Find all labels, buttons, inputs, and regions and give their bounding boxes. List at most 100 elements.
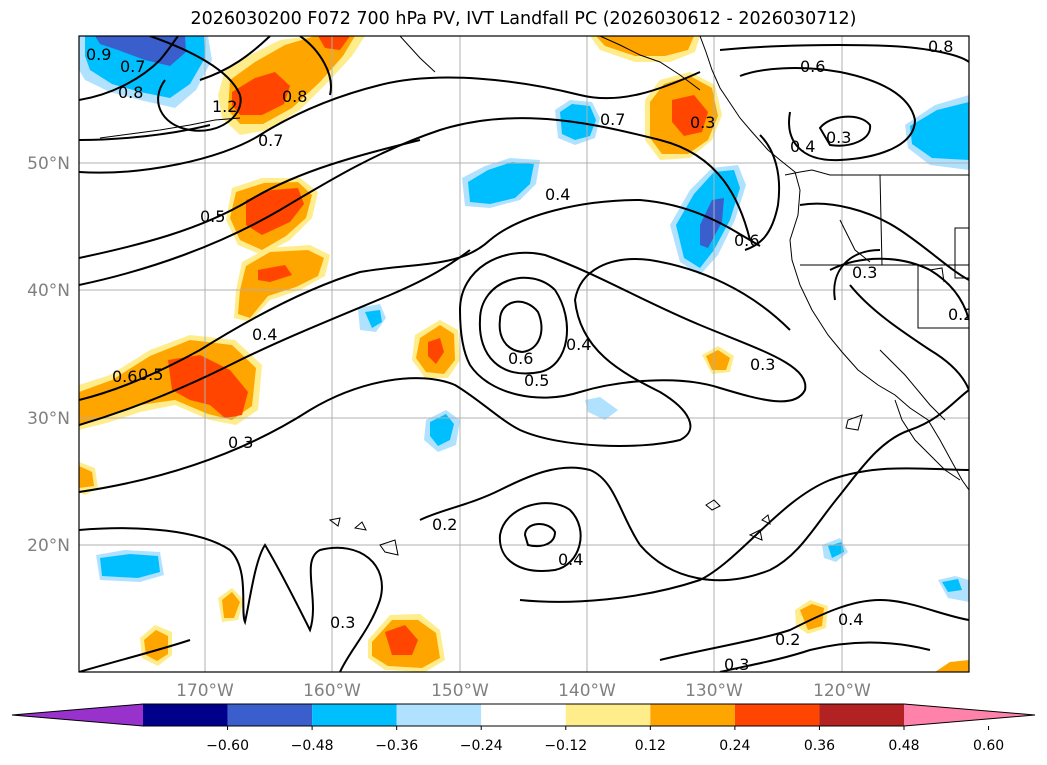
colorbar-swatch bbox=[481, 704, 566, 726]
pv-contour bbox=[79, 36, 179, 101]
pv-contour bbox=[498, 502, 582, 572]
positive-anomaly-region bbox=[428, 338, 444, 364]
contour-label: 0.3 bbox=[750, 355, 775, 374]
negative-anomaly-region bbox=[585, 397, 618, 420]
colorbar-swatch bbox=[227, 704, 313, 726]
contour-label: 0.7 bbox=[258, 131, 283, 150]
contour-label: 0.9 bbox=[86, 45, 111, 64]
contour-label: 0.3 bbox=[690, 113, 715, 132]
contour-label: 0.8 bbox=[282, 87, 307, 106]
pv-contour bbox=[829, 257, 969, 321]
contour-label: 0.5 bbox=[524, 371, 549, 390]
positive-anomaly-region bbox=[800, 604, 824, 630]
contour-label: 0.3 bbox=[826, 128, 851, 147]
pv-contour bbox=[478, 276, 568, 375]
colorbar-swatch bbox=[312, 704, 397, 726]
negative-anomaly-region bbox=[95, 36, 186, 66]
pv-contour bbox=[659, 598, 969, 661]
colorbar: −0.60 −0.48 −0.36 −0.24 −0.12 0.12 0.24 0.36 0.4… bbox=[11, 703, 1036, 754]
contour-label: 0.7 bbox=[120, 57, 145, 76]
contour-labels: 0.7 0.8 0.9 1.2 0.8 0.7 0.5 0.4 0.6 0.5 … bbox=[86, 37, 973, 674]
negative-anomaly-region bbox=[430, 414, 454, 446]
map-content: 0.7 0.8 0.9 1.2 0.8 0.7 0.5 0.4 0.6 0.5 … bbox=[79, 36, 973, 674]
colorbar-swatch bbox=[904, 704, 1035, 726]
positive-anomaly-region bbox=[935, 660, 969, 672]
contour-label: 0.4 bbox=[790, 137, 815, 156]
positive-anomaly-region bbox=[238, 250, 324, 318]
pv-contour bbox=[833, 249, 881, 301]
longitude-labels: 170°W 160°W 150°W 140°W 130°W 120°W bbox=[176, 681, 871, 701]
positive-anomaly-region bbox=[596, 36, 694, 56]
colorbar-segments bbox=[12, 704, 1035, 726]
pv-contour bbox=[299, 36, 332, 96]
pv-contour bbox=[79, 117, 751, 286]
lon-label-160w: 160°W bbox=[303, 681, 361, 701]
pv-contour bbox=[419, 389, 969, 582]
positive-anomaly-region bbox=[222, 592, 240, 618]
positive-anomaly-region bbox=[385, 625, 418, 655]
colorbar-swatch bbox=[734, 704, 820, 726]
pv-contour bbox=[79, 198, 761, 401]
negative-anomaly-region bbox=[942, 579, 962, 592]
grid-lines bbox=[79, 36, 969, 672]
colorbar-tick-label: −0.12 bbox=[544, 738, 587, 754]
colorbar-swatch bbox=[396, 704, 482, 726]
colorbar-tick-label: −0.24 bbox=[460, 738, 503, 754]
latitude-labels: 50°N 40°N 30°N 20°N bbox=[27, 154, 70, 556]
lon-label-150w: 150°W bbox=[431, 681, 489, 701]
lon-label-120w: 120°W bbox=[813, 681, 871, 701]
positive-anomaly-region bbox=[318, 36, 350, 50]
pv-contour bbox=[498, 300, 543, 354]
map-title: 2026030200 F072 700 hPa PV, IVT Landfall… bbox=[190, 9, 857, 29]
positive-anomaly-region bbox=[258, 265, 292, 282]
colorbar-outline bbox=[11, 703, 1036, 727]
pv-contour bbox=[79, 258, 791, 493]
pv-contour bbox=[849, 284, 969, 391]
contour-label: 0.4 bbox=[566, 335, 591, 354]
lon-label-140w: 140°W bbox=[558, 681, 616, 701]
contour-label: 0.6 bbox=[112, 367, 137, 386]
positive-anomaly-region bbox=[168, 355, 248, 418]
positive-anomaly-region bbox=[144, 630, 168, 661]
map-frame bbox=[78, 35, 970, 673]
lat-label-40n: 40°N bbox=[27, 281, 70, 301]
contour-label: 0.4 bbox=[838, 610, 863, 629]
contour-label: 0.8 bbox=[118, 83, 143, 102]
contour-label: 0.2 bbox=[775, 630, 800, 649]
colorbar-swatch bbox=[143, 704, 228, 726]
pv-contour bbox=[79, 639, 191, 672]
contour-label: 0.2 bbox=[432, 515, 457, 534]
contour-label: 0.3 bbox=[724, 655, 749, 674]
pv-contour bbox=[79, 139, 421, 259]
coastlines bbox=[99, 36, 969, 556]
colorbar-tick-label: 0.24 bbox=[719, 738, 750, 754]
contour-label: 0.2 bbox=[948, 305, 973, 324]
pv-contour bbox=[79, 124, 211, 141]
pv-contour bbox=[199, 36, 271, 81]
colorbar-tick-label: 0.12 bbox=[635, 738, 666, 754]
colorbar-ticks: −0.60 −0.48 −0.36 −0.24 −0.12 0.12 0.24 0.36 0.4… bbox=[206, 726, 1004, 754]
positive-anomaly-region bbox=[672, 95, 708, 136]
colorbar-tick-label: 0.48 bbox=[888, 738, 919, 754]
contour-label: 1.2 bbox=[212, 97, 237, 116]
pv-contour bbox=[79, 527, 383, 672]
contour-label: 0.6 bbox=[734, 231, 759, 250]
pv-contour bbox=[459, 251, 807, 403]
pv-contour bbox=[79, 249, 471, 426]
pv-contours bbox=[79, 36, 969, 672]
positive-anomaly-region bbox=[79, 466, 94, 488]
pv-contour bbox=[799, 202, 969, 281]
contour-label: 0.7 bbox=[600, 110, 625, 129]
colorbar-swatch bbox=[565, 704, 651, 726]
negative-anomaly-region bbox=[100, 554, 160, 578]
contour-label: 0.4 bbox=[545, 185, 570, 204]
contour-label: 0.5 bbox=[200, 207, 225, 226]
lon-label-130w: 130°W bbox=[685, 681, 743, 701]
colorbar-tick-label: −0.60 bbox=[206, 738, 249, 754]
pv-contour bbox=[149, 36, 242, 132]
lat-label-50n: 50°N bbox=[27, 154, 70, 174]
negative-anomaly-region bbox=[700, 198, 724, 248]
colorbar-tick-label: −0.36 bbox=[375, 738, 418, 754]
colorbar-tick-label: 0.36 bbox=[804, 738, 835, 754]
